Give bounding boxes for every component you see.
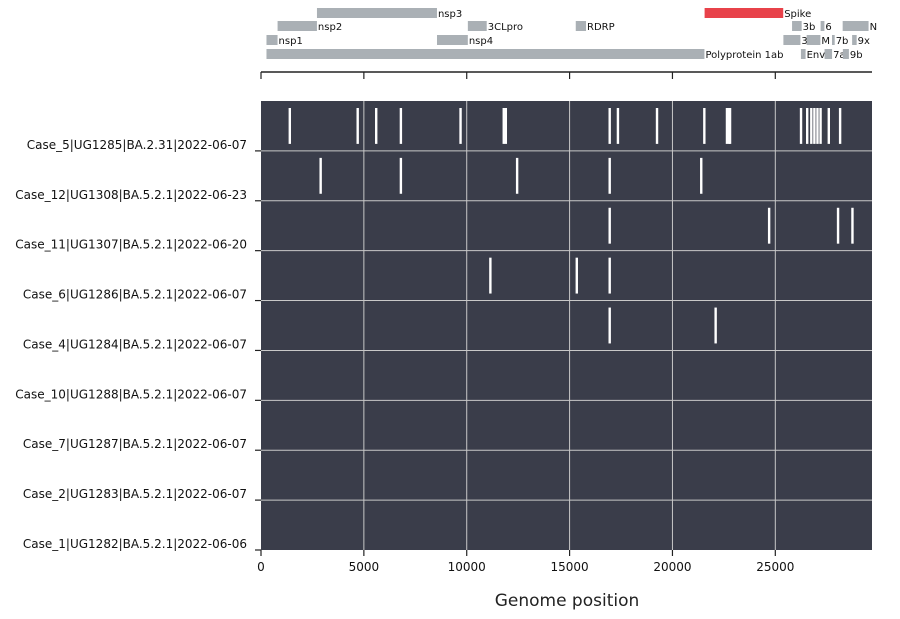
- gene-label: 3b: [803, 22, 816, 33]
- gene-bar: [436, 35, 468, 45]
- row-label: Case_10|UG1288|BA.5.2.1|2022-06-07: [15, 387, 247, 401]
- mutation-mark: [799, 108, 803, 144]
- mutation-mark: [838, 108, 842, 144]
- mutation-mark: [399, 108, 403, 144]
- mutation-mark: [399, 157, 403, 194]
- x-tick-label: 10000: [448, 560, 486, 574]
- gene-track-axis: [260, 71, 872, 79]
- mutation-mark: [816, 108, 819, 144]
- row-label: Case_11|UG1307|BA.5.2.1|2022-06-20: [15, 238, 247, 252]
- gene-label: Polyprotein 1ab: [705, 50, 783, 61]
- mutation-mark: [459, 108, 462, 144]
- mutation-mark: [608, 157, 611, 194]
- mutation-mark: [489, 257, 492, 294]
- gene-bar: [800, 49, 806, 59]
- gene-bar: [806, 35, 821, 45]
- gene-label: 7b: [836, 36, 849, 47]
- grid-lines: [261, 101, 872, 550]
- gene-label: nsp3: [438, 9, 462, 20]
- gene-bar: [575, 21, 587, 31]
- mutation-marks: [288, 108, 854, 344]
- mutation-mark: [851, 207, 854, 244]
- row-label: Case_1|UG1282|BA.5.2.1|2022-06-06: [23, 537, 247, 551]
- mutation-mark: [288, 108, 292, 144]
- mutation-mark: [714, 307, 717, 344]
- gene-bar: [266, 35, 278, 45]
- gene-bar: [820, 21, 825, 31]
- gene-annotation-track: Polyprotein 1abEnv7a9bnsp1nsp43aM7b9xnsp…: [266, 8, 877, 61]
- mutation-mark: [810, 108, 813, 144]
- gene-label: nsp4: [469, 36, 493, 47]
- mutation-mark: [836, 207, 840, 244]
- gene-bar: [792, 21, 802, 31]
- gene-bar: [316, 8, 437, 18]
- row-label: Case_5|UG1285|BA.2.31|2022-06-07: [27, 138, 247, 152]
- gene-label: 9b: [850, 50, 863, 61]
- gene-label: 6: [825, 22, 831, 33]
- gene-bar: [467, 21, 487, 31]
- gene-bar: [824, 49, 833, 59]
- gene-label: 7a: [833, 50, 846, 61]
- x-tick-label: 0: [257, 560, 265, 574]
- gene-bar: [852, 35, 857, 45]
- mutation-mark: [700, 157, 703, 194]
- mutation-mark: [728, 108, 732, 144]
- mutation-mark: [703, 108, 706, 144]
- row-label: Case_4|UG1284|BA.5.2.1|2022-06-07: [23, 337, 247, 351]
- row-label: Case_2|UG1283|BA.5.2.1|2022-06-07: [23, 487, 247, 501]
- mutation-mark: [827, 108, 830, 144]
- mutation-mark: [655, 108, 659, 144]
- gene-label: nsp1: [279, 36, 303, 47]
- row-label: Case_6|UG1286|BA.5.2.1|2022-06-07: [23, 288, 247, 302]
- mutation-mark: [356, 108, 359, 144]
- gene-label: RDRP: [587, 22, 615, 33]
- gene-bar: [832, 35, 835, 45]
- row-label: Case_12|UG1308|BA.5.2.1|2022-06-23: [15, 188, 247, 202]
- gene-label: Spike: [784, 9, 811, 20]
- plot-panel: [261, 101, 872, 550]
- mutation-mark: [375, 108, 378, 144]
- gene-bar: [842, 21, 869, 31]
- x-tick-label: 20000: [653, 560, 691, 574]
- x-tick-label: 5000: [349, 560, 380, 574]
- mutation-mark: [575, 257, 578, 294]
- x-tick-label: 25000: [756, 560, 794, 574]
- gene-label: Env: [807, 50, 826, 61]
- mutation-mark: [725, 108, 729, 144]
- x-tick-label: 15000: [550, 560, 588, 574]
- mutation-mark: [502, 108, 505, 144]
- mutation-mark: [805, 108, 809, 144]
- gene-label: 3CLpro: [488, 22, 523, 33]
- mutation-mark: [319, 157, 322, 194]
- mutation-mark: [515, 157, 519, 194]
- mutation-mark: [608, 108, 611, 144]
- x-axis: 0 5000 10000 15000 20000 25000: [257, 550, 794, 574]
- mutation-mark: [608, 257, 611, 294]
- mutation-mark: [608, 207, 611, 244]
- row-label: Case_7|UG1287|BA.5.2.1|2022-06-07: [23, 437, 247, 451]
- mutation-mark: [813, 108, 816, 144]
- gene-bar: [266, 49, 705, 59]
- mutation-mark: [608, 307, 611, 344]
- mutation-mark: [767, 207, 771, 244]
- row-labels: Case_5|UG1285|BA.2.31|2022-06-07 Case_12|…: [15, 138, 261, 551]
- gene-bar: [277, 21, 317, 31]
- gene-label: nsp2: [318, 22, 342, 33]
- gene-bar: [783, 35, 801, 45]
- mutation-mark: [504, 108, 508, 144]
- gene-bar: [704, 8, 784, 18]
- mutation-mark: [819, 108, 822, 144]
- gene-label: M: [821, 36, 830, 47]
- x-axis-label: Genome position: [495, 591, 640, 611]
- gene-label: N: [870, 22, 877, 33]
- mutation-mark: [616, 108, 620, 144]
- gene-bar: [842, 49, 849, 59]
- gene-label: 9x: [858, 36, 870, 47]
